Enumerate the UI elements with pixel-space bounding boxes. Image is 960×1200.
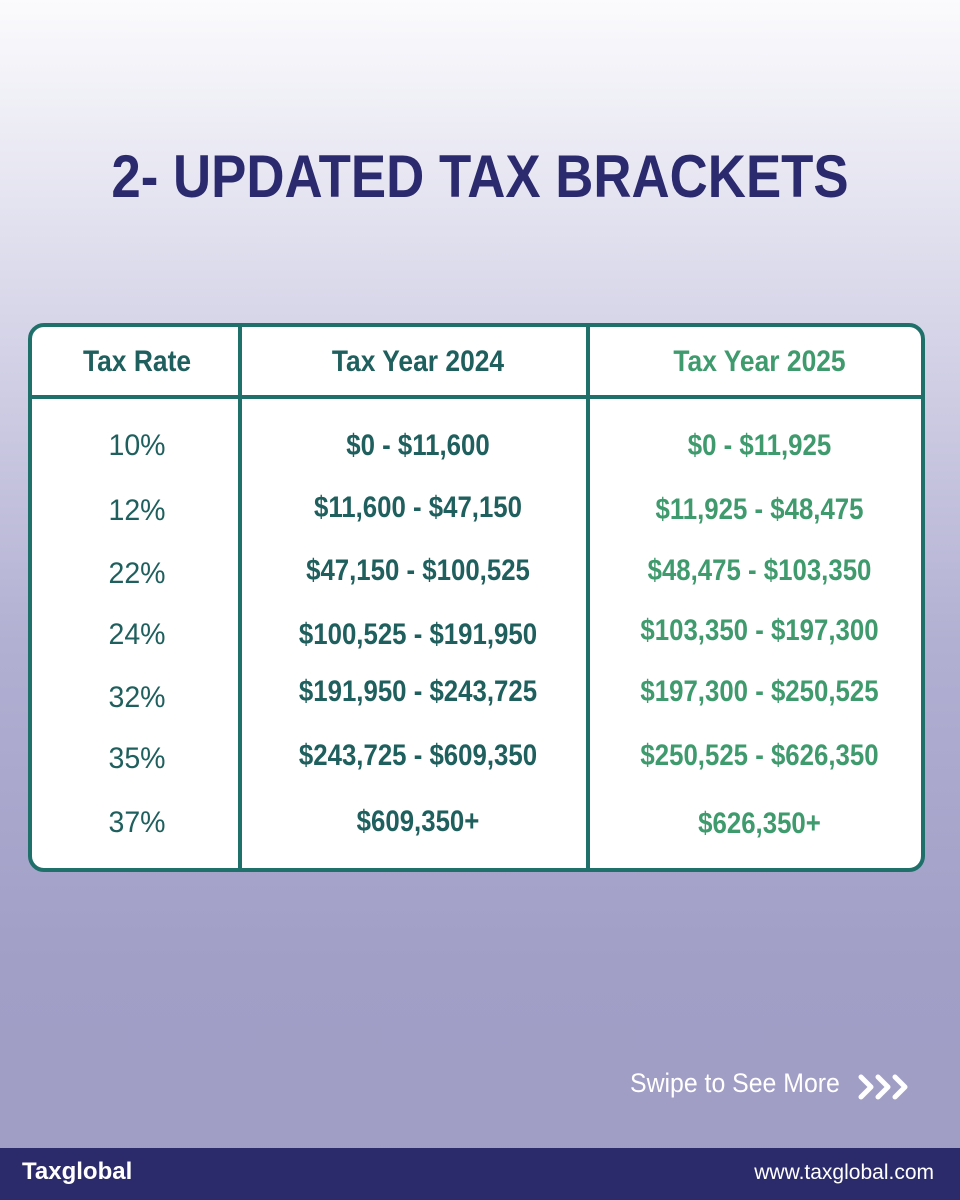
header-tax-year-2025: Tax Year 2025: [673, 345, 846, 378]
header-divider: [32, 395, 921, 399]
header-tax-year-2024: Tax Year 2024: [331, 345, 505, 378]
tax-brackets-table: Tax Rate Tax Year 2024 Tax Year 2025 10%…: [28, 323, 925, 872]
bracket-2025-cell: $11,925 - $48,475: [655, 493, 864, 526]
rate-cell: 22%: [108, 557, 166, 590]
rate-cell: 35%: [108, 742, 166, 775]
bracket-2025-cell: $103,350 - $197,300: [640, 614, 879, 647]
rate-cell: 24%: [108, 618, 166, 651]
bracket-2025-cell: $0 - $11,925: [687, 429, 832, 462]
swipe-hint: Swipe to See More: [630, 1068, 840, 1098]
rate-cell: 12%: [108, 494, 166, 527]
website-link[interactable]: www.taxglobal.com: [754, 1161, 934, 1184]
rate-cell: 32%: [108, 681, 166, 714]
brand-logo: Taxglobal: [22, 1158, 133, 1185]
bracket-2024-cell: $191,950 - $243,725: [298, 675, 538, 708]
triple-chevron-right-icon[interactable]: [858, 1072, 914, 1102]
rate-cell: 37%: [108, 806, 166, 839]
bracket-2024-cell: $11,600 - $47,150: [313, 491, 523, 524]
column-divider: [238, 327, 242, 868]
bracket-2024-cell: $47,150 - $100,525: [306, 554, 530, 587]
bracket-2024-cell: $0 - $11,600: [346, 429, 490, 462]
footer-bar: Taxglobal www.taxglobal.com: [0, 1148, 960, 1200]
bracket-2024-cell: $100,525 - $191,950: [298, 618, 538, 651]
bracket-2025-cell: $626,350+: [698, 807, 821, 840]
bracket-2024-cell: $243,725 - $609,350: [298, 739, 538, 772]
header-tax-rate: Tax Rate: [82, 345, 192, 378]
rate-cell: 10%: [108, 429, 166, 462]
bracket-2024-cell: $609,350+: [356, 805, 480, 838]
column-divider: [586, 327, 590, 868]
bracket-2025-cell: $250,525 - $626,350: [640, 739, 879, 772]
bracket-2025-cell: $197,300 - $250,525: [640, 675, 879, 708]
page-title: 2- UPDATED TAX BRACKETS: [111, 143, 849, 210]
bracket-2025-cell: $48,475 - $103,350: [647, 554, 872, 587]
